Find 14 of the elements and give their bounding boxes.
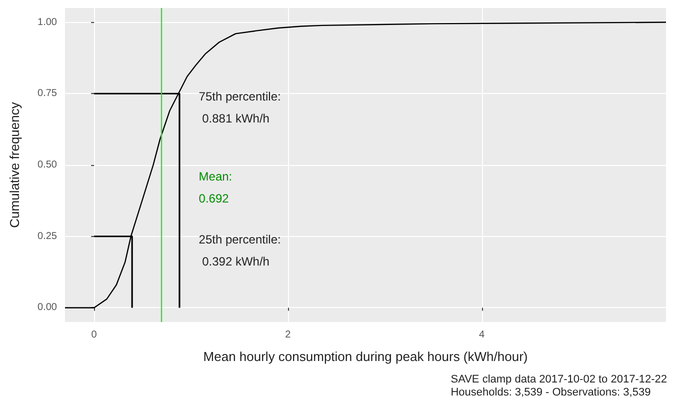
x-tick-label: 4: [479, 330, 486, 340]
x-tick-label: 0: [91, 330, 98, 340]
annotation: 25th percentile: 0.392 kWh/h: [198, 232, 281, 268]
y-tick-label: 0.25: [38, 230, 58, 242]
y-axis-title: Cumulative frequency: [7, 102, 22, 228]
text: SAVE clamp data 2017-10-02 to 2017-12-22 Households: 3,539 - Observations: 3,539: [450, 374, 668, 398]
y-tick-label: 0.50: [38, 160, 58, 170]
x-tick-label: 2: [285, 330, 292, 340]
y-tick-label: 0.75: [38, 88, 58, 100]
y-tick-label: 0.00: [38, 302, 58, 314]
y-tick-label: 1.00: [38, 16, 58, 28]
x-axis-title: Mean hourly consumption during peak hours (kWh/hour): [203, 349, 528, 364]
annotation: Mean: 0.692: [198, 170, 232, 206]
annotation: 75th percentile: 0.881 kWh/h: [198, 90, 281, 126]
